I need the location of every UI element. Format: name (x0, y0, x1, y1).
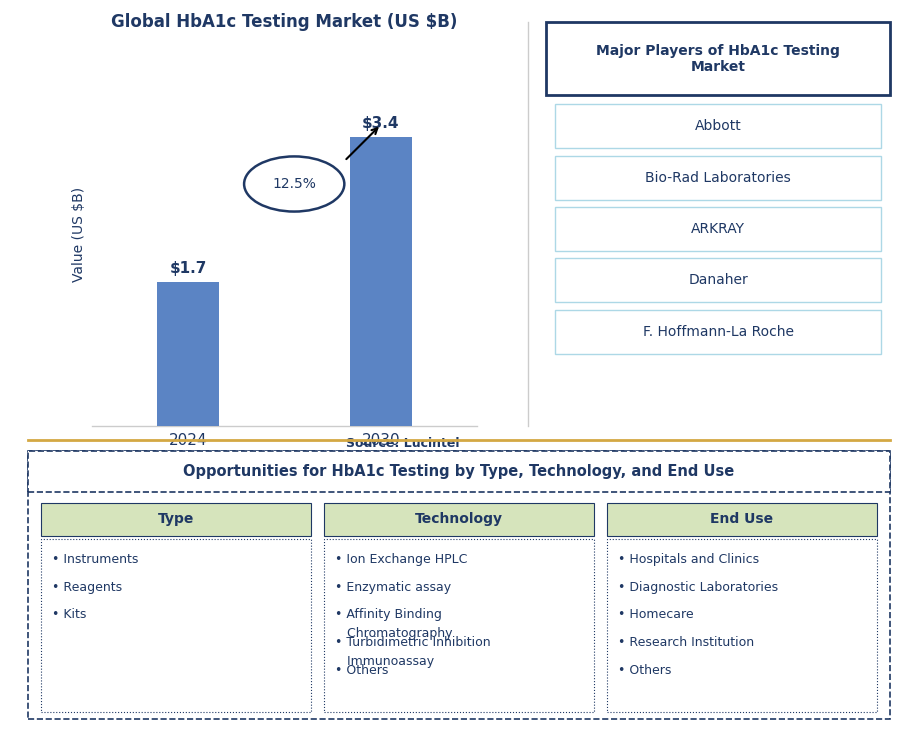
Text: • Affinity Binding: • Affinity Binding (335, 608, 442, 622)
Text: • Hospitals and Clinics: • Hospitals and Clinics (619, 553, 759, 566)
Text: Abbott: Abbott (695, 119, 742, 134)
Text: • Ion Exchange HPLC: • Ion Exchange HPLC (335, 553, 468, 566)
Text: Opportunities for HbA1c Testing by Type, Technology, and End Use: Opportunities for HbA1c Testing by Type,… (184, 464, 734, 479)
Text: $1.7: $1.7 (170, 261, 207, 275)
Text: • Instruments: • Instruments (52, 553, 139, 566)
Text: Technology: Technology (415, 512, 503, 526)
Text: Type: Type (158, 512, 194, 526)
Text: • Enzymatic assay: • Enzymatic assay (335, 581, 452, 594)
Text: F. Hoffmann-La Roche: F. Hoffmann-La Roche (643, 324, 794, 339)
Text: • Others: • Others (335, 664, 388, 677)
Text: $3.4: $3.4 (363, 117, 399, 131)
Bar (157, 282, 219, 426)
Text: • Research Institution: • Research Institution (619, 636, 755, 650)
Y-axis label: Value (US $B): Value (US $B) (73, 187, 86, 283)
Text: Immunoassay: Immunoassay (335, 655, 434, 668)
Text: ARKRAY: ARKRAY (691, 222, 745, 236)
Text: Danaher: Danaher (688, 273, 748, 288)
Text: Bio-Rad Laboratories: Bio-Rad Laboratories (645, 170, 791, 185)
Text: End Use: End Use (711, 512, 774, 526)
Text: Major Players of HbA1c Testing
Market: Major Players of HbA1c Testing Market (597, 43, 840, 74)
Title: Global HbA1c Testing Market (US $B): Global HbA1c Testing Market (US $B) (111, 13, 458, 32)
Text: • Homecare: • Homecare (619, 608, 694, 622)
Bar (350, 137, 412, 426)
Text: • Others: • Others (619, 664, 672, 677)
Text: • Reagents: • Reagents (52, 581, 122, 594)
Text: 12.5%: 12.5% (273, 177, 316, 191)
Text: Source: Lucintel: Source: Lucintel (345, 437, 459, 450)
Text: • Turbidimetric Inhibition: • Turbidimetric Inhibition (335, 636, 491, 650)
Text: Chromatography: Chromatography (335, 627, 453, 640)
Text: • Kits: • Kits (52, 608, 86, 622)
Text: • Diagnostic Laboratories: • Diagnostic Laboratories (619, 581, 778, 594)
